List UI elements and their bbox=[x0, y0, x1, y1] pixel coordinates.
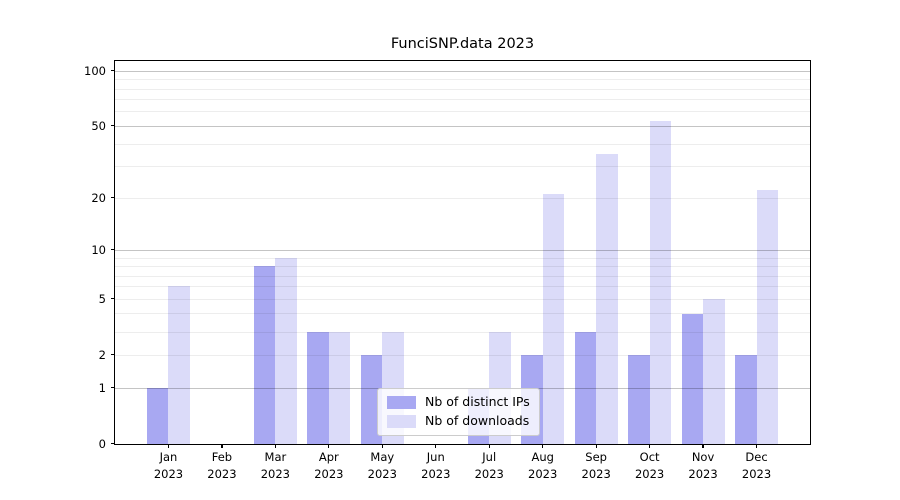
bar-downloads bbox=[328, 331, 351, 444]
x-axis-tick-label: Nov 2023 bbox=[688, 450, 718, 481]
minor-gridline bbox=[115, 111, 810, 113]
x-axis-tick bbox=[488, 443, 490, 448]
y-axis-tick bbox=[110, 442, 115, 445]
bar-distinct-ips bbox=[253, 266, 276, 444]
minor-gridline bbox=[115, 99, 810, 101]
bar-downloads bbox=[275, 257, 297, 444]
legend-entry-downloads: Nb of downloads bbox=[387, 414, 530, 428]
bar-downloads bbox=[756, 190, 779, 444]
x-axis-tick-label: Jun 2023 bbox=[421, 450, 451, 481]
bar-distinct-ips bbox=[628, 354, 650, 444]
bar-downloads bbox=[703, 298, 725, 444]
bar-distinct-ips bbox=[360, 354, 383, 444]
y-axis-tick bbox=[110, 249, 115, 251]
x-axis-tick-label: Aug 2023 bbox=[528, 450, 558, 481]
minor-gridline bbox=[115, 266, 810, 267]
bar-distinct-ips bbox=[681, 313, 704, 444]
x-axis-tick bbox=[649, 443, 651, 448]
minor-gridline bbox=[115, 331, 810, 333]
y-axis-tick-label: 0 bbox=[98, 436, 106, 451]
x-axis-tick-label: Oct 2023 bbox=[634, 450, 665, 481]
minor-gridline bbox=[115, 286, 810, 288]
y-axis-tick-label: 20 bbox=[91, 190, 106, 205]
bar-downloads bbox=[649, 121, 672, 444]
minor-gridline bbox=[115, 166, 810, 168]
x-axis-tick bbox=[435, 443, 437, 448]
bar-distinct-ips bbox=[735, 354, 757, 444]
bar-downloads bbox=[596, 154, 618, 444]
minor-gridline bbox=[115, 197, 810, 199]
x-axis-tick bbox=[167, 443, 170, 448]
bar-downloads bbox=[542, 193, 565, 444]
major-gridline bbox=[115, 249, 810, 251]
bar-distinct-ips bbox=[146, 387, 169, 444]
x-axis-tick bbox=[702, 443, 704, 448]
x-axis-tick-label: Dec 2023 bbox=[741, 450, 772, 481]
x-axis-tick-label: Feb 2023 bbox=[207, 450, 237, 481]
x-axis-tick bbox=[381, 443, 383, 448]
legend-entry-distinct-ips: Nb of distinct IPs bbox=[387, 395, 530, 409]
legend: Nb of distinct IPs Nb of downloads bbox=[377, 388, 540, 436]
legend-swatch-distinct-ips bbox=[387, 395, 416, 409]
major-gridline bbox=[115, 70, 810, 72]
x-axis-tick-label: Sep 2023 bbox=[581, 450, 611, 481]
y-axis-tick-label: 5 bbox=[98, 291, 106, 306]
minor-gridline bbox=[115, 88, 810, 90]
minor-gridline bbox=[115, 143, 810, 145]
x-axis-tick-label: May 2023 bbox=[367, 450, 397, 481]
y-axis-tick bbox=[110, 354, 115, 356]
y-axis-tick bbox=[110, 125, 115, 127]
y-axis-tick bbox=[110, 298, 115, 300]
bar-downloads bbox=[168, 286, 190, 444]
x-axis-tick-label: Apr 2023 bbox=[314, 450, 344, 481]
y-axis-tick-label: 10 bbox=[91, 242, 106, 257]
x-axis-tick bbox=[755, 443, 758, 448]
x-axis-tick bbox=[328, 443, 330, 448]
bar-distinct-ips bbox=[574, 331, 597, 444]
minor-gridline bbox=[115, 79, 810, 81]
chart-title: FunciSNP.data 2023 bbox=[390, 36, 535, 52]
x-axis-tick bbox=[274, 443, 276, 448]
x-axis-tick bbox=[221, 443, 223, 448]
x-axis-tick-label: Mar 2023 bbox=[260, 450, 291, 481]
minor-gridline bbox=[115, 298, 810, 300]
y-axis-tick bbox=[110, 196, 115, 199]
minor-gridline bbox=[115, 257, 810, 259]
legend-label-distinct-ips: Nb of distinct IPs bbox=[425, 394, 530, 409]
legend-label-downloads: Nb of downloads bbox=[425, 413, 530, 428]
y-axis-tick bbox=[110, 386, 115, 389]
minor-gridline bbox=[115, 354, 810, 356]
minor-gridline bbox=[115, 313, 810, 315]
x-axis-tick bbox=[595, 443, 597, 448]
y-axis-tick-label: 50 bbox=[91, 118, 106, 133]
y-axis-tick-label: 1 bbox=[98, 380, 106, 395]
minor-gridline bbox=[115, 275, 810, 277]
plot-area: Nb of distinct IPs Nb of downloads bbox=[115, 61, 810, 444]
y-axis-tick bbox=[110, 70, 115, 72]
x-axis-tick-label: Jan 2023 bbox=[153, 450, 184, 481]
major-gridline bbox=[115, 125, 810, 127]
bar-distinct-ips bbox=[307, 331, 329, 444]
y-axis-tick-label: 100 bbox=[84, 63, 106, 78]
legend-swatch-downloads bbox=[387, 414, 416, 428]
x-axis-tick-label: Jul 2023 bbox=[474, 450, 504, 481]
y-axis-tick-label: 2 bbox=[98, 347, 106, 362]
x-axis-tick bbox=[542, 443, 544, 448]
